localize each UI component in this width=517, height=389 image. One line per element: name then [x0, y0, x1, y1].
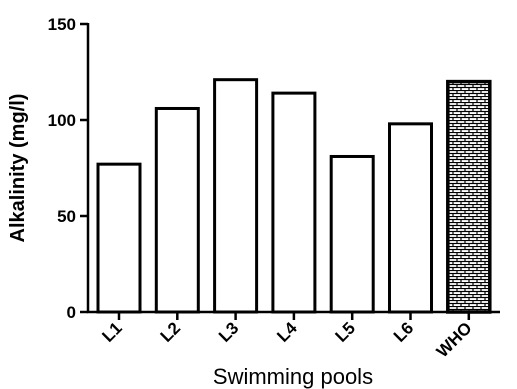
y-axis-title: Alkalinity (mg/l) [7, 94, 29, 243]
x-tick-label-l3: L3 [215, 318, 242, 345]
x-tick-label-l1: L1 [98, 318, 125, 345]
bar-l6 [388, 122, 433, 314]
y-tick-label: 0 [67, 303, 76, 322]
x-tick-label-l5: L5 [332, 318, 359, 345]
y-tick-label: 150 [48, 15, 76, 34]
x-tick-label-l6: L6 [390, 318, 417, 345]
bar-l1 [96, 162, 142, 314]
bar-who [446, 79, 492, 314]
y-axis-ticks: 0 50 100 150 [48, 15, 88, 322]
x-tick-label-l2: L2 [157, 318, 184, 345]
bar-l2 [154, 106, 200, 314]
bar-l5 [329, 154, 375, 314]
x-tick-label-who: WHO [433, 318, 476, 361]
bar-l4 [271, 91, 317, 314]
bar-l3 [213, 78, 259, 314]
x-tick-label-l4: L4 [273, 318, 301, 346]
x-axis-ticks: L1 L2 L3 L4 L5 L6 WHO [98, 312, 476, 361]
y-tick-label: 100 [48, 111, 76, 130]
y-tick-label: 50 [57, 207, 76, 226]
x-axis-title: Swimming pools [213, 364, 373, 389]
plot-area [96, 78, 492, 314]
